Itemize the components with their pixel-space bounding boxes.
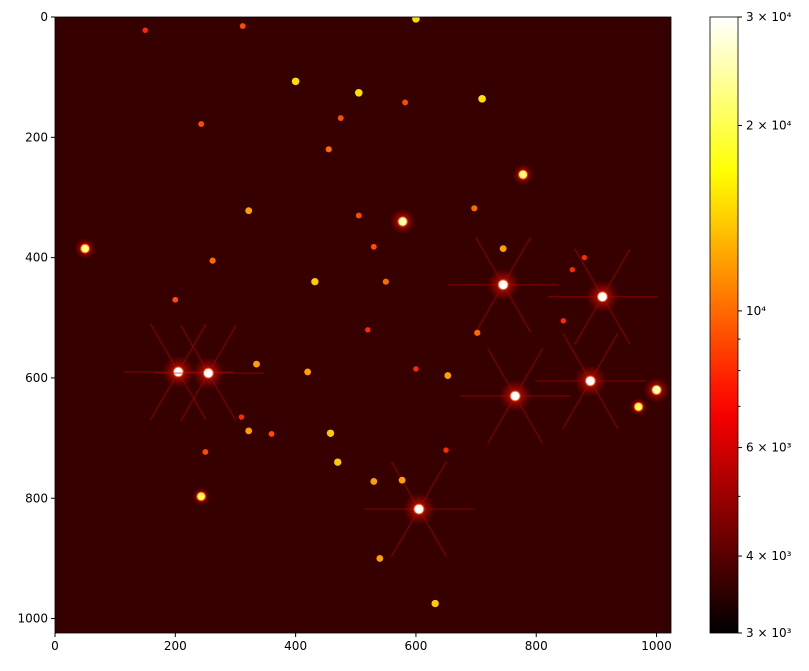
star bbox=[142, 27, 148, 33]
axes-frame bbox=[54, 16, 672, 634]
x-tick-label: 400 bbox=[284, 639, 307, 653]
star bbox=[584, 375, 596, 387]
star bbox=[337, 115, 344, 121]
x-tick-label: 0 bbox=[51, 639, 59, 653]
star bbox=[202, 449, 209, 455]
star bbox=[291, 77, 300, 86]
star bbox=[471, 205, 478, 212]
star bbox=[444, 372, 452, 379]
star bbox=[397, 216, 408, 227]
star bbox=[238, 414, 245, 420]
star bbox=[413, 503, 425, 515]
star bbox=[253, 360, 260, 368]
star bbox=[326, 429, 335, 437]
x-tick-label: 1000 bbox=[641, 639, 672, 653]
star bbox=[443, 447, 449, 453]
star bbox=[499, 245, 507, 253]
colorbar-tick-label: 3 × 10⁴ bbox=[746, 10, 792, 24]
star bbox=[398, 476, 406, 484]
x-tick-label: 200 bbox=[164, 639, 187, 653]
star bbox=[518, 169, 528, 180]
star bbox=[431, 599, 439, 608]
colorbar bbox=[709, 16, 739, 634]
y-tick-label: 1000 bbox=[17, 612, 48, 626]
star bbox=[311, 278, 319, 286]
colorbar-tick-label: 10⁴ bbox=[746, 304, 766, 318]
colorbar-tick-label: 4 × 10³ bbox=[746, 549, 792, 563]
star bbox=[209, 257, 216, 264]
star bbox=[196, 491, 206, 502]
star bbox=[376, 554, 384, 562]
star bbox=[268, 430, 275, 437]
star bbox=[497, 279, 509, 291]
star bbox=[304, 368, 312, 376]
colorbar-tick-label: 3 × 10³ bbox=[746, 626, 792, 640]
y-tick-label: 0 bbox=[40, 10, 48, 24]
star bbox=[80, 243, 91, 254]
star bbox=[355, 212, 362, 219]
star bbox=[412, 17, 420, 23]
star bbox=[509, 390, 521, 402]
star bbox=[402, 99, 409, 106]
colorbar-tick-label: 6 × 10³ bbox=[746, 441, 792, 455]
star bbox=[245, 207, 253, 215]
star bbox=[198, 121, 205, 127]
star bbox=[478, 95, 486, 103]
y-tick-label: 600 bbox=[25, 371, 48, 385]
y-tick-label: 200 bbox=[25, 130, 48, 144]
star bbox=[172, 366, 184, 378]
star bbox=[365, 327, 371, 333]
star bbox=[172, 296, 179, 303]
star bbox=[370, 477, 378, 485]
star bbox=[596, 291, 608, 303]
star bbox=[325, 146, 332, 153]
star bbox=[413, 366, 419, 372]
star bbox=[569, 266, 576, 273]
star bbox=[560, 318, 567, 324]
image bbox=[55, 17, 671, 633]
star bbox=[239, 23, 246, 29]
image-background bbox=[55, 17, 671, 633]
star bbox=[334, 458, 342, 466]
star bbox=[474, 329, 481, 336]
x-tick-label: 800 bbox=[525, 639, 548, 653]
star bbox=[382, 278, 389, 285]
star bbox=[651, 384, 662, 396]
colorbar-tick-label: 2 × 10⁴ bbox=[746, 118, 792, 132]
y-tick-label: 800 bbox=[25, 491, 48, 505]
star bbox=[354, 89, 363, 97]
star bbox=[370, 243, 377, 250]
star bbox=[581, 254, 588, 261]
x-tick-label: 600 bbox=[404, 639, 427, 653]
y-tick-label: 400 bbox=[25, 251, 48, 265]
star bbox=[202, 367, 214, 379]
star bbox=[245, 427, 253, 435]
star bbox=[633, 402, 644, 412]
